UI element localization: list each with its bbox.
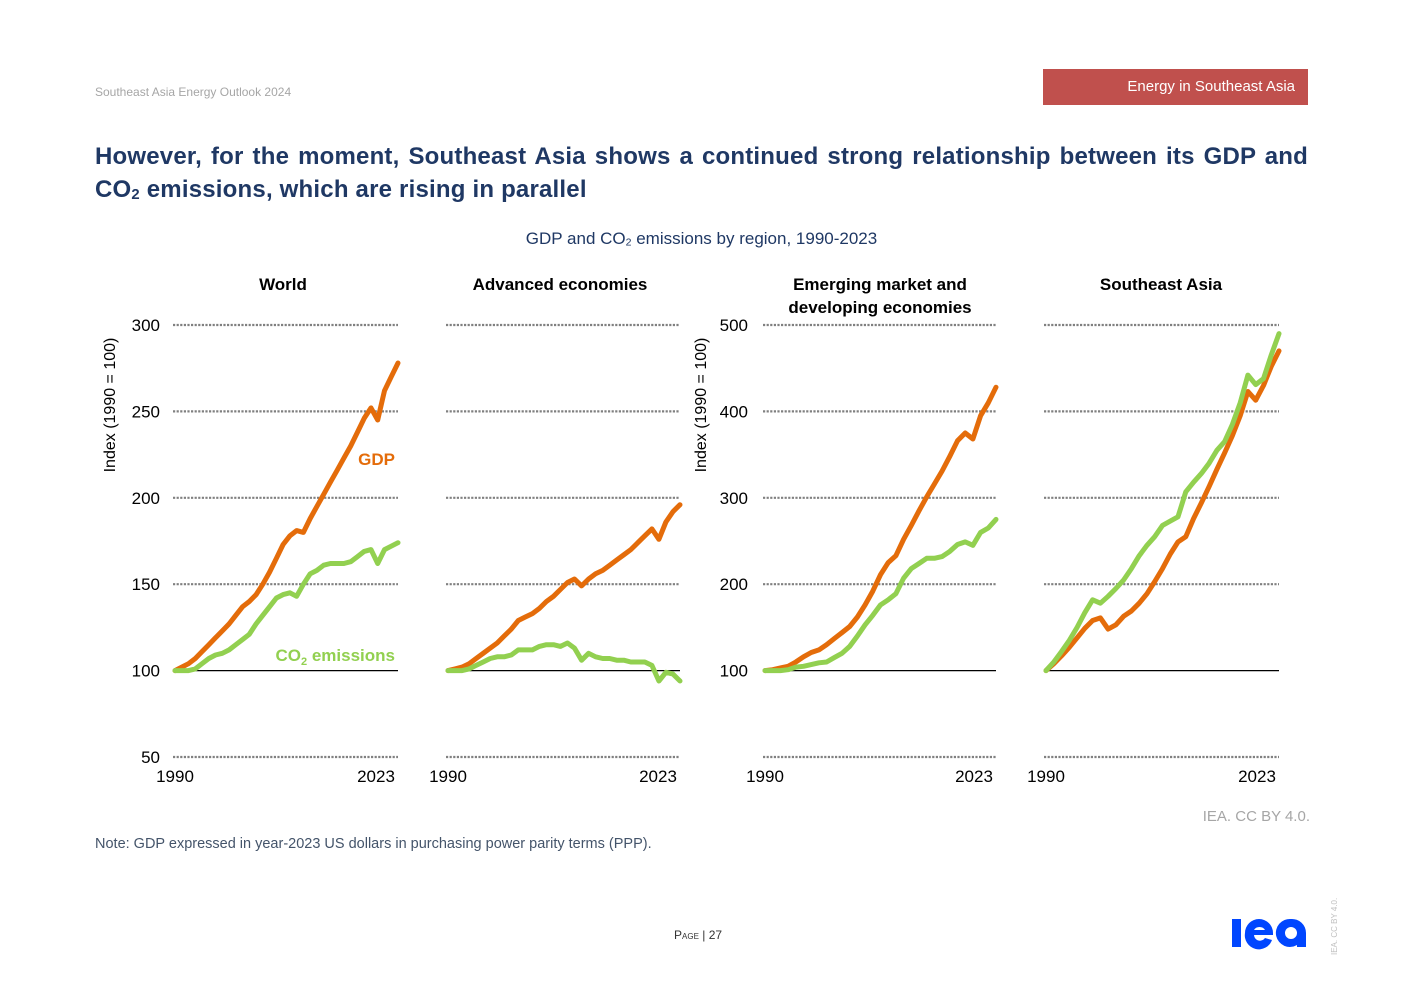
- gdp-line: [762, 384, 999, 674]
- y-tick-label: 300: [720, 489, 748, 508]
- gdp-line: [445, 502, 683, 674]
- chart-panel-3: Emerging market and developing economies 1…: [693, 275, 999, 786]
- y-axis-title: Index (1990 = 100): [693, 338, 710, 473]
- y-tick-label: 50: [141, 748, 160, 767]
- legend-co2-prefix: CO: [276, 646, 302, 665]
- x-tick-label: 2023: [1238, 767, 1276, 786]
- page-word: Page: [674, 928, 699, 942]
- iea-logo-i: [1232, 919, 1241, 947]
- y-tick-label: 200: [720, 575, 748, 594]
- y-tick-label: 100: [132, 662, 160, 681]
- x-tick-label: 2023: [357, 767, 395, 786]
- vertical-credit: IEA. CC BY 4.0.: [1330, 897, 1339, 955]
- x-tick-label: 1990: [429, 767, 467, 786]
- co2-line: [445, 640, 683, 684]
- slide-title-part2: emissions, which are rising in parallel: [139, 176, 587, 203]
- legend-co2-suffix: emissions: [307, 646, 395, 665]
- chart-panel-1: World 50 100 150 200 250 300 1990 2023 Index (199…: [102, 275, 401, 786]
- y-tick-label: 300: [132, 316, 160, 335]
- co2-line: [762, 516, 999, 674]
- y-tick-label: 500: [720, 316, 748, 335]
- legend-co2-sub: 2: [301, 656, 307, 668]
- x-tick-label: 2023: [639, 767, 677, 786]
- gdp-line: [1043, 348, 1282, 674]
- x-tick-label: 1990: [746, 767, 784, 786]
- page-number: Page | 27: [674, 928, 722, 942]
- y-tick-label: 150: [132, 575, 160, 594]
- y-tick-label: 100: [720, 662, 748, 681]
- y-tick-label: 400: [720, 402, 748, 421]
- page-separator: |: [698, 928, 709, 942]
- iea-logo: [1232, 918, 1306, 950]
- panel-title: developing economies: [788, 298, 971, 317]
- chart-subtitle-part2: emissions by region, 1990-2023: [631, 229, 878, 248]
- gdp-line: [172, 360, 401, 674]
- source-credit: IEA. CC BY 4.0.: [1202, 808, 1310, 825]
- chart-subtitle: GDP and CO2 emissions by region, 1990-20…: [0, 229, 1403, 249]
- panel-title: Emerging market and: [793, 275, 967, 294]
- slide-title: However, for the moment, Southeast Asia …: [95, 140, 1308, 206]
- y-axis-title: Index (1990 = 100): [102, 338, 119, 473]
- report-name: Southeast Asia Energy Outlook 2024: [95, 85, 292, 99]
- panel-title: World: [259, 275, 307, 294]
- chart-panel-4: Southeast Asia 1990 2023: [1027, 275, 1282, 786]
- x-tick-label: 1990: [1027, 767, 1065, 786]
- slide-title-part1: However, for the moment, Southeast Asia …: [95, 143, 1308, 203]
- slide-title-subscript: 2: [131, 187, 140, 204]
- section-tag: Energy in Southeast Asia: [1043, 69, 1308, 105]
- chart-panel-2: Advanced economies 1990 2023: [429, 275, 683, 786]
- page-number-value: 27: [708, 928, 723, 942]
- y-tick-label: 200: [132, 489, 160, 508]
- co2-line: [1043, 331, 1282, 674]
- legend-co2: CO2 emissions: [276, 646, 396, 668]
- x-tick-label: 2023: [955, 767, 993, 786]
- chart-subtitle-subscript: 2: [625, 236, 632, 249]
- iea-logo-a: [1275, 918, 1306, 947]
- panel-title: Advanced economies: [473, 275, 648, 294]
- legend-gdp: GDP: [358, 450, 395, 469]
- x-tick-label: 1990: [156, 767, 194, 786]
- iea-logo-e: [1244, 919, 1273, 950]
- chart-subtitle-part1: GDP and CO: [525, 229, 626, 248]
- panel-title: Southeast Asia: [1100, 275, 1223, 294]
- y-tick-label: 250: [132, 402, 160, 421]
- co2-line: [172, 540, 401, 674]
- chart-note: Note: GDP expressed in year-2023 US doll…: [95, 836, 652, 852]
